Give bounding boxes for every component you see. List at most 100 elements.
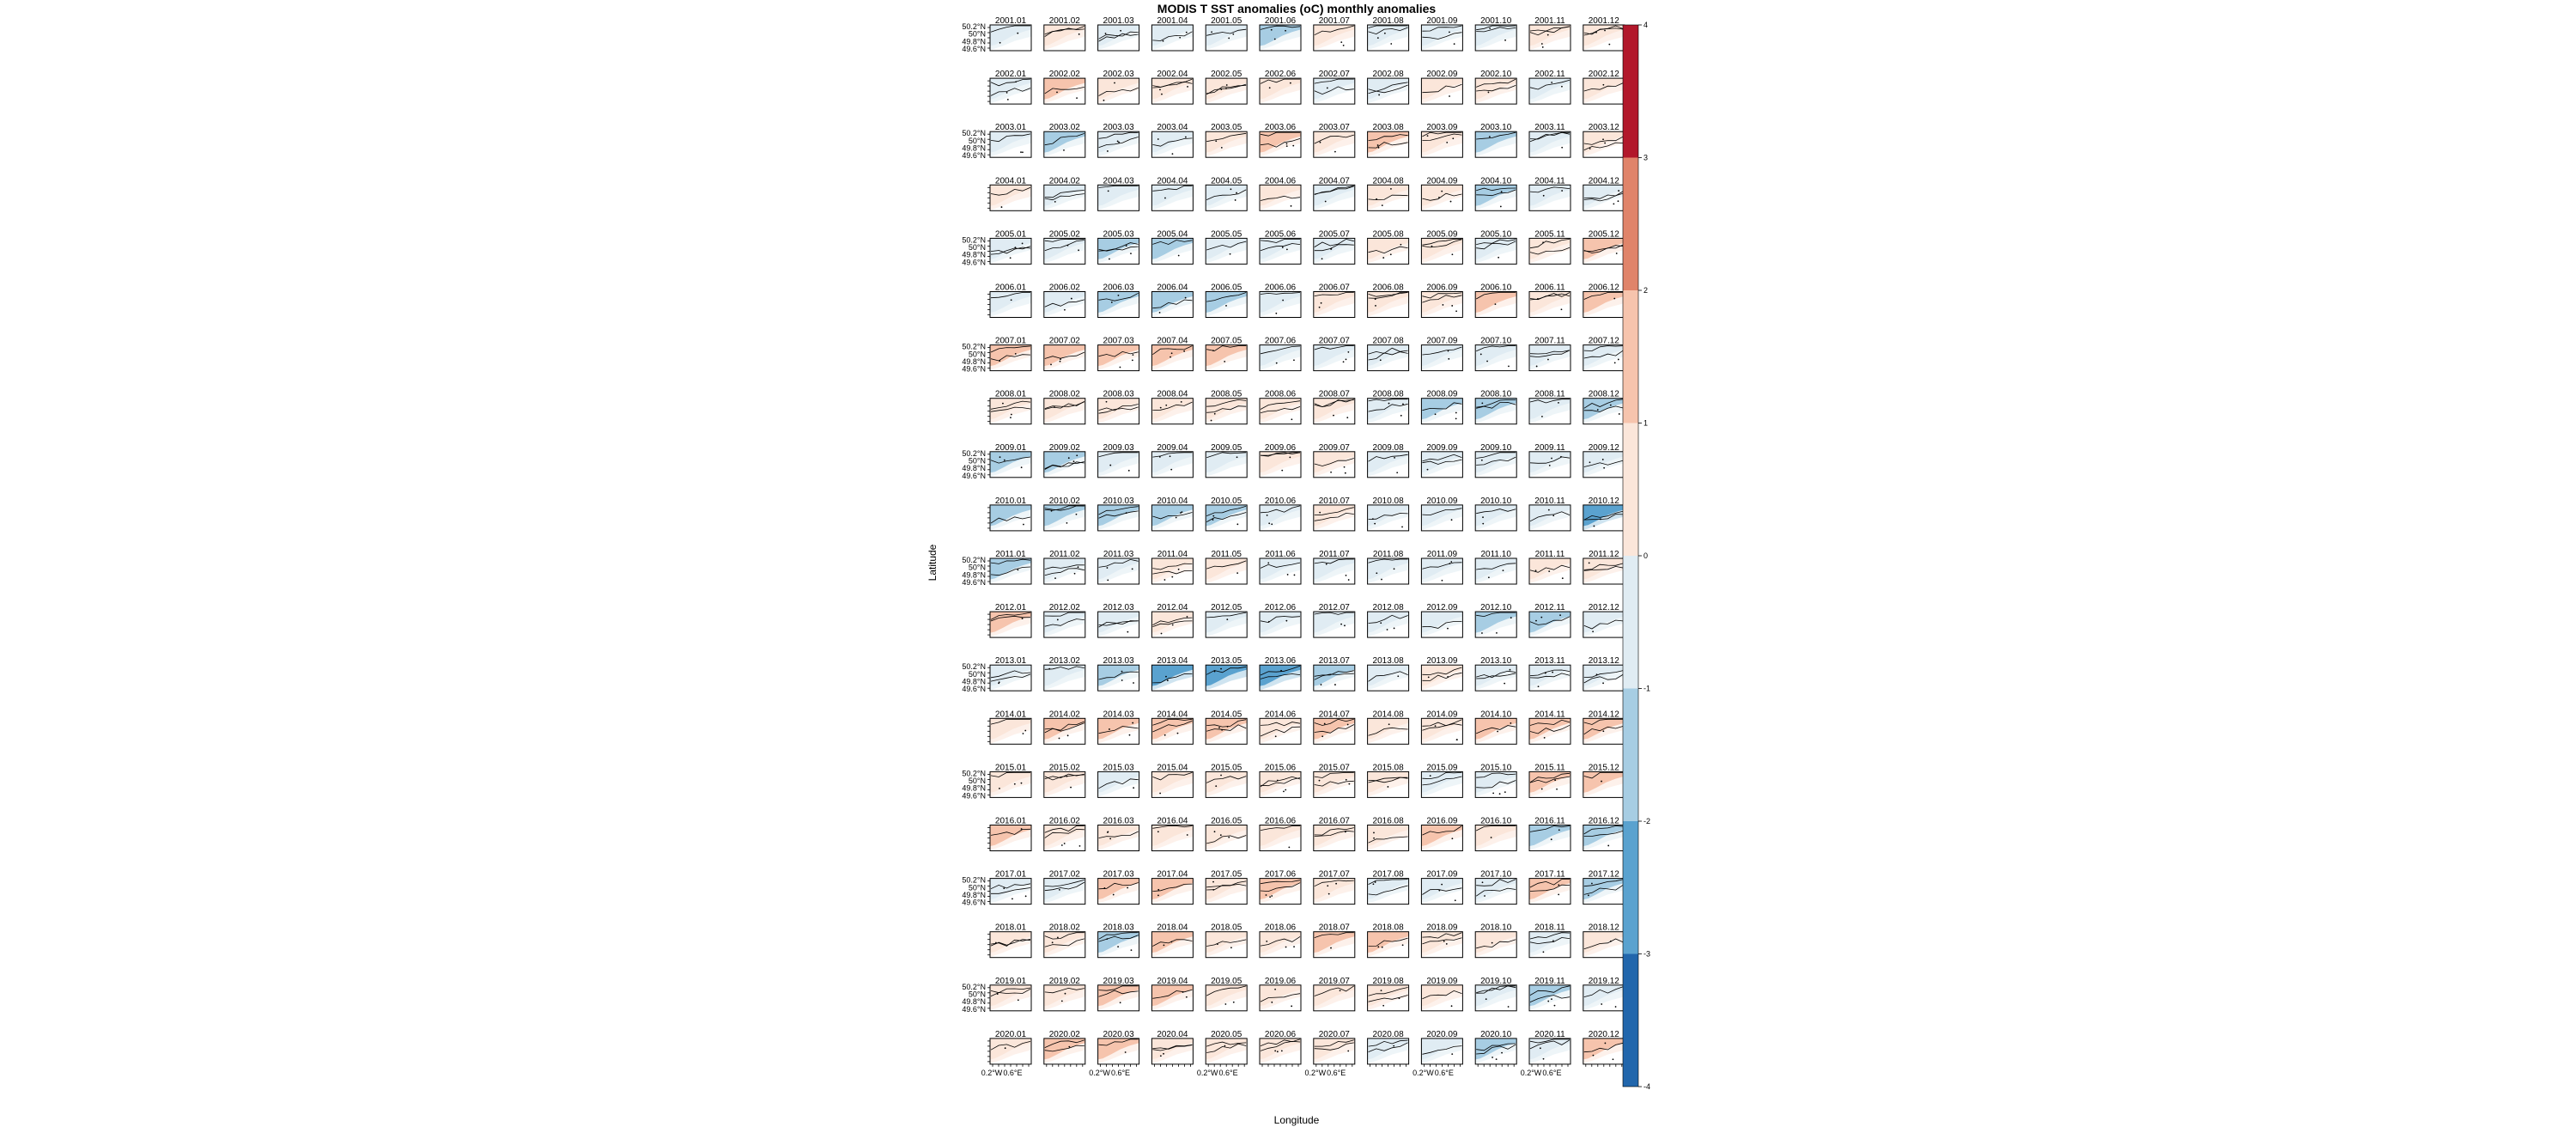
sea-anomaly-fill (1367, 825, 1409, 847)
contour-line (1206, 776, 1247, 783)
panel-label: 2004.01 (995, 176, 1027, 186)
panel-2012-11: 2012.11 (1528, 603, 1571, 638)
sea-anomaly-fill (1151, 238, 1194, 259)
panel-frame (1205, 504, 1248, 532)
contour-line (990, 25, 1030, 33)
panel-label: 2018.04 (1157, 923, 1188, 933)
contour-line (1152, 720, 1193, 733)
y-tick-label: 49.8°N (962, 251, 986, 259)
contour-line (1422, 32, 1462, 40)
contour-dot (1400, 414, 1402, 417)
contour-line (1206, 939, 1247, 947)
contour-line (1206, 405, 1247, 413)
contour-line (1206, 719, 1247, 728)
panel-2012-03: 2012.03 (1097, 603, 1140, 638)
panel-frame (1420, 931, 1463, 959)
panel-label: 2004.12 (1589, 176, 1620, 186)
contour-dot (1487, 91, 1490, 94)
panel-2015-08: 2015.08 (1367, 763, 1410, 798)
panel-label: 2011.12 (1589, 550, 1619, 559)
panel-label: 2001.07 (1319, 16, 1351, 26)
sea-anomaly-fill (1097, 612, 1139, 633)
y-tick-label: 49.6°N (962, 578, 986, 587)
contour-dot (1542, 1057, 1545, 1060)
panel-label: 2007.04 (1157, 337, 1188, 346)
panel-2005-09: 2005.09 (1420, 229, 1463, 265)
coastal-band (990, 936, 1031, 958)
panel-label: 2008.05 (1211, 390, 1242, 399)
panel-label: 2014.12 (1589, 710, 1620, 719)
contour-line (1098, 185, 1139, 188)
panel-label: 2010.12 (1589, 496, 1620, 506)
y-axis: 50.2°N50°N49.8°N49.6°N (962, 983, 990, 1014)
contour-line (1314, 830, 1354, 837)
coastal-band (1421, 722, 1463, 744)
panel-label: 2013.02 (1049, 656, 1081, 666)
contour-dot (1535, 619, 1537, 622)
panel-2006-11: 2006.11 (1528, 283, 1571, 318)
y-tick-label: 50.2°N (962, 876, 986, 885)
panel-frame (1043, 771, 1086, 798)
panel-label: 2010.08 (1373, 496, 1405, 506)
contour-line (1206, 505, 1247, 516)
panel-2003-02: 2003.02 (1043, 123, 1086, 158)
contour-line (1152, 137, 1193, 147)
contour-line (1152, 1044, 1193, 1051)
contour-line (1529, 985, 1571, 996)
contour-line (990, 456, 1031, 464)
contour-line (1368, 558, 1408, 563)
panel-frame (1528, 344, 1571, 372)
panel-2004-06: 2004.06 (1259, 176, 1302, 211)
coastal-band (1097, 456, 1139, 478)
contour-dot (1293, 946, 1295, 948)
panel-frame (1043, 664, 1086, 691)
contour-dot (1024, 729, 1027, 732)
contour-line (1368, 987, 1408, 996)
panel-2012-08: 2012.08 (1367, 603, 1410, 638)
contour-dot (1292, 144, 1295, 147)
coastal-band (1475, 829, 1517, 850)
coastal-band (1367, 403, 1409, 424)
contour-line (1529, 669, 1571, 677)
contour-dot (1283, 790, 1285, 793)
panel-frame (1043, 557, 1086, 585)
panel-2002-11: 2002.11 (1528, 70, 1571, 105)
contour-dot (1220, 88, 1223, 90)
contour-dot (1021, 242, 1024, 245)
contour-dot (1589, 148, 1591, 149)
contour-dot (1215, 785, 1218, 788)
contour-line (1098, 87, 1139, 96)
coastal-band (1475, 883, 1517, 904)
coastal-band (1475, 563, 1517, 584)
contour-line (990, 406, 1031, 412)
contour-dot (999, 41, 1001, 44)
contour-line (1314, 932, 1354, 938)
panel-2008-02: 2008.02 (1043, 390, 1086, 425)
contour-dot (1345, 574, 1347, 576)
panel-2018-03: 2018.03 (1097, 923, 1140, 959)
sea-anomaly-fill (1313, 612, 1355, 633)
contour-line (1422, 990, 1462, 1000)
contour-line (1476, 399, 1516, 408)
contour-line (1098, 620, 1139, 628)
panel-frame (1097, 557, 1140, 585)
panel-label: 2006.06 (1265, 283, 1297, 293)
panel-label: 2010.10 (1480, 496, 1512, 506)
contour-line (1098, 350, 1139, 357)
y-tick-label: 49.6°N (962, 472, 986, 480)
sea-anomaly-fill (1206, 984, 1248, 1007)
contour-dot (1058, 889, 1060, 891)
panel-label: 2020.11 (1534, 1030, 1565, 1039)
colorbar-tick-label: -2 (1643, 817, 1650, 825)
panel-label: 2015.08 (1373, 763, 1405, 772)
sea-anomaly-fill (1043, 25, 1085, 46)
contour-dot (1593, 525, 1595, 527)
sea-anomaly-fill (1367, 398, 1409, 420)
contour-dot (1492, 1057, 1494, 1058)
contour-line (1583, 510, 1624, 521)
contour-dot (1321, 258, 1323, 260)
panel-frame (1205, 717, 1248, 745)
panel-label: 2019.07 (1319, 977, 1351, 986)
sea-anomaly-fill (1097, 718, 1139, 740)
